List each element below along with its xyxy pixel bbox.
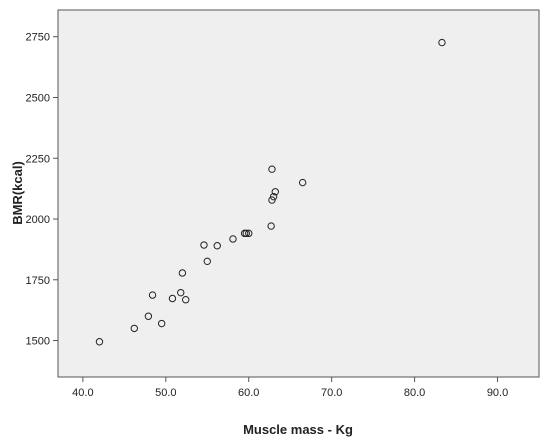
x-tick-label: 90.0 — [487, 387, 508, 399]
data-point — [177, 288, 185, 297]
data-point — [144, 312, 153, 320]
data-point — [157, 319, 166, 328]
plot-area — [57, 9, 540, 378]
y-tick-label: 2250 — [26, 153, 50, 165]
x-axis-title: Muscle mass - Kg — [243, 422, 353, 437]
x-tick-label: 40.0 — [72, 387, 93, 399]
x-tick-label: 50.0 — [155, 387, 176, 399]
data-point — [130, 324, 138, 333]
y-tick-label: 2500 — [26, 92, 50, 104]
y-tick-label: 1750 — [26, 275, 50, 287]
y-axis-title: BMR(kcal) — [10, 161, 25, 225]
data-point — [229, 235, 237, 243]
data-point — [268, 196, 276, 204]
data-point — [268, 165, 276, 173]
data-point — [182, 296, 190, 304]
x-tick-label: 80.0 — [404, 387, 425, 399]
data-point — [95, 338, 104, 346]
data-point — [267, 222, 275, 230]
data-point — [438, 38, 446, 47]
x-axis-ticks: 40.0 50.0 60.0 70.0 80.0 90.0 — [72, 377, 508, 399]
y-tick-label: 1500 — [26, 336, 50, 348]
data-point — [168, 294, 177, 303]
data-point — [148, 291, 157, 299]
data-point — [298, 178, 307, 187]
data-point — [203, 257, 211, 266]
data-point — [245, 229, 253, 238]
data-point — [242, 229, 250, 238]
data-point — [271, 188, 279, 196]
data-point — [213, 242, 221, 250]
data-point — [200, 241, 208, 249]
x-tick-label: 70.0 — [321, 387, 342, 399]
y-axis-ticks: 1500 1750 2000 2250 2500 2750 — [26, 32, 58, 348]
data-points — [95, 38, 446, 346]
data-point — [178, 269, 187, 277]
y-tick-label: 2750 — [26, 32, 50, 44]
data-point — [269, 192, 278, 201]
x-tick-label: 60.0 — [238, 387, 259, 399]
y-tick-label: 2000 — [26, 214, 50, 226]
